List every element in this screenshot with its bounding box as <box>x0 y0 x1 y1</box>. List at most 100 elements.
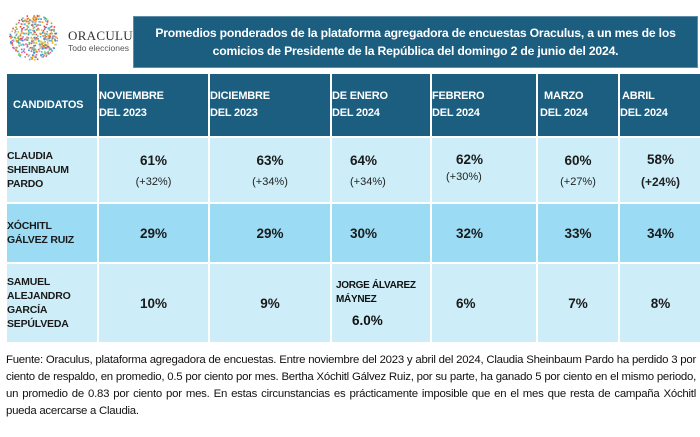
logo-dot <box>38 43 41 46</box>
logo-dot <box>51 37 54 39</box>
logo-dot <box>41 44 44 47</box>
logo-dot <box>19 34 22 37</box>
logo-dot <box>51 42 54 44</box>
table-row-samuel-garcia: SAMUEL ALEJANDRO GARCÍA SEPÚLVEDA 10% 9%… <box>7 264 700 342</box>
logo-dot <box>42 29 45 32</box>
logo-dot <box>35 33 38 36</box>
data-label-value: 58% <box>646 151 675 167</box>
logo-dot <box>23 38 26 41</box>
data-label-value: 32% <box>456 225 484 241</box>
logo-dot <box>51 41 54 43</box>
logo-dot <box>42 35 44 37</box>
logo-dot <box>16 28 18 30</box>
logo-dot <box>33 49 35 52</box>
logo-dot <box>34 19 36 22</box>
logo-dot <box>14 31 16 34</box>
logo-dot <box>15 40 18 42</box>
logo-dot <box>18 42 20 45</box>
table-row-xochitl-galvez: XÓCHITL GÁLVEZ RUIZ 29% 29% 30% 32% 33% … <box>7 204 700 262</box>
logo-dot <box>45 18 48 20</box>
header-febrero-2024: FEBRERO DEL 2024 <box>432 74 536 136</box>
logo-dot <box>21 28 24 30</box>
logo-dot <box>28 54 30 56</box>
logo-dot <box>31 54 34 56</box>
logo-dot <box>47 37 49 40</box>
dotted-globe-icon <box>8 12 58 62</box>
logo-dot <box>36 18 39 20</box>
name-line: SHEINBAUM <box>7 164 69 176</box>
logo-dot <box>23 44 25 46</box>
logo-dot <box>43 45 46 48</box>
logo-dot <box>40 33 42 35</box>
header-enero-2024: DE ENERO DEL 2024 <box>332 74 430 136</box>
logo-dot <box>38 42 41 45</box>
logo-dot <box>33 16 35 18</box>
candidate-name: XÓCHITL GÁLVEZ RUIZ <box>7 204 97 262</box>
logo-dot <box>32 54 35 57</box>
logo-dot <box>31 29 34 32</box>
logo-dot <box>14 29 16 32</box>
logo-dot <box>32 40 35 42</box>
logo-dot <box>20 30 23 33</box>
table-row-claudia-sheinbaum: CLAUDIA SHEINBAUM PARDO 61% (+32%) 63% (+3… <box>7 138 700 202</box>
logo-dot <box>40 51 43 53</box>
source-footnote: Fuente: Oraculus, plataforma agregadora … <box>6 354 696 417</box>
name-line: MÁYNEZ <box>336 293 377 305</box>
logo-dot <box>18 38 21 41</box>
logo-dot <box>44 37 46 39</box>
logo-dot <box>18 52 20 55</box>
header-label: DEL 2024 <box>332 107 380 119</box>
logo-dot <box>39 44 42 46</box>
logo-dot <box>43 16 45 19</box>
logo-dot <box>53 26 56 28</box>
logo-dot <box>41 21 44 24</box>
logo-name: ORACULUS <box>68 28 141 43</box>
logo-dot <box>23 48 26 50</box>
logo-dot <box>27 33 30 36</box>
logo-dot <box>18 19 21 22</box>
logo-dot <box>47 43 49 45</box>
logo-dot <box>35 54 38 56</box>
logo-dot <box>43 25 46 28</box>
logo-dot <box>12 27 14 30</box>
logo-dot <box>25 28 27 31</box>
header-label: DEL 2023 <box>210 107 258 119</box>
cell-value: 29% <box>210 204 330 262</box>
logo-dot <box>25 43 27 45</box>
chart-title: Promedios ponderados de la plataforma ag… <box>133 16 698 68</box>
logo-dot <box>52 35 54 37</box>
logo-dot <box>17 22 20 24</box>
logo-dot <box>46 21 49 23</box>
logo-dot <box>35 25 38 27</box>
logo-dot <box>28 49 30 52</box>
logo-dot <box>22 17 25 19</box>
header-label: DICIEMBRE <box>210 90 270 102</box>
logo-dot <box>54 43 56 46</box>
logo-dot <box>50 25 53 28</box>
logo-dot <box>18 35 21 37</box>
logo-dot <box>39 47 41 49</box>
logo-dot <box>29 31 31 34</box>
logo-dot <box>16 41 18 43</box>
logo-dot <box>26 28 28 30</box>
logo-dot <box>41 46 43 49</box>
logo-dot <box>27 32 30 35</box>
logo-dot <box>15 23 18 25</box>
logo-dot <box>49 51 52 54</box>
logo-dot <box>28 28 31 31</box>
logo-dot <box>29 29 32 31</box>
logo-dot <box>15 48 17 51</box>
logo-dot <box>54 39 56 41</box>
logo-dot <box>26 43 29 46</box>
logo-dot <box>47 51 49 53</box>
logo-dot <box>48 37 51 39</box>
logo-dot <box>27 55 30 58</box>
logo-dot <box>15 34 17 37</box>
name-line: XÓCHITL <box>7 220 52 232</box>
logo-dot <box>31 58 33 60</box>
logo-dot <box>22 50 25 52</box>
header-marzo-2024: MARZO DEL 2024 <box>538 74 618 136</box>
data-label-value: 61% <box>139 152 168 168</box>
header-label: MARZO <box>544 90 584 102</box>
logo-dot <box>28 43 31 45</box>
